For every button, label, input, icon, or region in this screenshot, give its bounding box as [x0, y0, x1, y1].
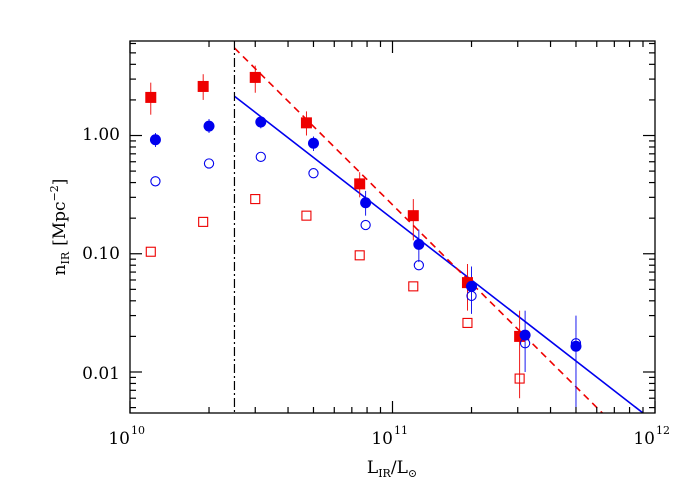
point-open-circle	[413, 260, 424, 271]
axis-ticks	[129, 41, 656, 413]
x-tick-exp-1e11: 11	[394, 424, 408, 437]
x-tick-label-1e12: 10	[633, 429, 655, 449]
fit-line-dashed	[233, 47, 603, 413]
point-open-circle	[203, 158, 215, 169]
x-tick-label-1e10: 10	[108, 429, 130, 449]
point-open-square	[145, 246, 156, 257]
point-open-circle	[360, 219, 371, 231]
fit-line-solid	[233, 95, 644, 413]
y-tick-label-0-1: 0.10	[82, 244, 120, 264]
point-filled-square	[354, 178, 366, 190]
x-tick-label-1e11: 10	[371, 429, 393, 449]
point-open-circle	[466, 290, 477, 302]
point-filled-circle	[149, 134, 161, 146]
point-filled-circle	[360, 197, 372, 209]
y-tick-label-0-01: 0.01	[82, 364, 120, 384]
point-filled-square	[300, 117, 312, 129]
x-axis-label: LIR/L⊙	[367, 458, 417, 480]
point-filled-circle	[203, 120, 215, 132]
point-open-square	[354, 250, 365, 261]
data-markers	[145, 71, 582, 384]
point-filled-circle	[466, 280, 478, 292]
point-open-circle	[255, 151, 266, 163]
point-open-square	[462, 317, 473, 328]
point-filled-square	[197, 80, 209, 92]
x-tick-exp-1e10: 10	[131, 424, 145, 437]
point-filled-circle	[307, 137, 319, 149]
point-open-circle	[308, 168, 319, 179]
y-axis-label: nIR[Mpc−2]	[48, 179, 72, 276]
point-open-square	[408, 281, 419, 292]
point-open-circle	[150, 176, 161, 187]
plot-area	[145, 41, 644, 413]
point-filled-square	[407, 210, 419, 222]
fit-lines	[233, 47, 644, 413]
point-open-square	[198, 216, 209, 227]
point-filled-square	[514, 330, 526, 342]
x-tick-exp-1e12: 12	[656, 424, 670, 437]
point-filled-circle	[255, 116, 267, 128]
error-bars	[150, 65, 577, 413]
point-open-square	[301, 210, 312, 221]
point-filled-circle	[519, 329, 531, 341]
point-filled-circle	[413, 238, 425, 250]
point-open-square	[514, 373, 525, 384]
point-open-circle	[519, 338, 531, 349]
point-filled-square	[145, 91, 157, 103]
point-filled-circle	[570, 340, 582, 352]
point-filled-square	[461, 277, 473, 289]
point-open-square	[250, 194, 261, 205]
point-filled-square	[249, 71, 261, 83]
point-open-circle	[570, 338, 582, 349]
y-tick-label-1: 1.00	[82, 125, 120, 145]
